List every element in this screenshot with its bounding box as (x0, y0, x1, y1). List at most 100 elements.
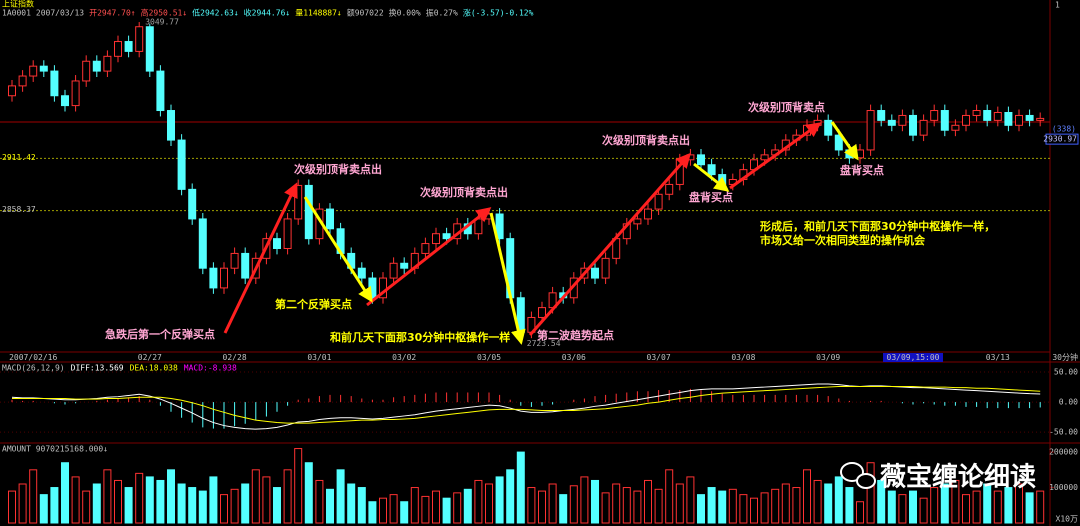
y-tick-label: -50.00 (1049, 428, 1078, 437)
volume-bar (432, 490, 440, 524)
volume-bar (601, 492, 610, 524)
candle-body (930, 110, 939, 121)
annotation: 第二波趋势起点 (537, 328, 614, 342)
candle-body (304, 184, 313, 240)
volume-bar (273, 487, 281, 524)
corner-label: 1 (1055, 1, 1060, 10)
volume-bar (622, 487, 631, 524)
x-tick-label: 03/08 (731, 353, 755, 362)
y-tick-label: 100000 (1049, 483, 1078, 492)
period-label: 30分钟 (1052, 352, 1078, 362)
legend-entry: DEA:18.038 (130, 364, 178, 373)
volume-bar (50, 487, 59, 524)
x-tick-label: 03/06 (562, 353, 586, 362)
volume-bar (654, 488, 663, 524)
candle-body (601, 257, 610, 279)
candle-body (220, 267, 228, 289)
candle-body (209, 267, 218, 289)
volume-bar (909, 490, 917, 524)
volume-bar (209, 476, 218, 524)
volume-bar (114, 479, 122, 524)
volume-bar (834, 476, 843, 524)
x-tick-label: 03/07 (647, 353, 671, 362)
unit-label: X10万 (1056, 515, 1078, 524)
plot-area: 2911.42 2858.37 2007/02/16 02/27 02/28 03/01 0… (0, 18, 1079, 524)
annotation: 盘背买点 (840, 163, 884, 177)
candle-body (294, 184, 303, 220)
volume-bar (644, 479, 652, 524)
y-tick-label: 50.00 (1054, 368, 1078, 377)
volume-bar (559, 494, 568, 524)
candle-body (654, 193, 663, 210)
candle-body (156, 70, 165, 112)
arrow (830, 121, 859, 161)
volume-bar (506, 469, 515, 524)
volume-bar (813, 479, 822, 524)
candle-body (1025, 114, 1034, 121)
volume-bar (92, 483, 101, 524)
x-tick-label: 03/02 (392, 353, 416, 362)
volume-bar (591, 479, 599, 524)
candle-body (230, 252, 239, 269)
quote-item: 低2942.63↓ (192, 8, 239, 18)
arrow (303, 196, 373, 303)
candle-body (644, 208, 652, 220)
candle-body (167, 110, 175, 141)
annotation: 第二个反弹买点 (275, 297, 352, 311)
candle-body (8, 85, 16, 97)
candle-body (188, 188, 197, 220)
candle-body (665, 183, 674, 195)
volume-bar (803, 469, 811, 524)
candle-body (993, 111, 1002, 121)
volume-bar (940, 483, 949, 524)
watermark: 薇宝缠论细读 (880, 462, 1036, 493)
volume-bar (241, 483, 250, 524)
candle-body (824, 119, 833, 136)
candle-body (1036, 117, 1045, 121)
candle-body (432, 233, 440, 245)
quote-item: 量1148887↓ (295, 9, 342, 18)
volume-bar (82, 490, 91, 524)
quote-item: 收2944.76↓ (244, 8, 291, 18)
x-tick-label: 03/09,15:00 (887, 353, 940, 362)
candle-body (283, 218, 292, 249)
volume-bar (39, 494, 48, 524)
candle-body (273, 238, 281, 249)
candle-body (18, 75, 27, 87)
y-tick-label: 200000 (1049, 448, 1078, 457)
volume-bar (453, 492, 462, 524)
quote-item: 高2950.51↓ (141, 8, 188, 18)
x-tick-label: 03/13 (986, 353, 1010, 362)
volume-bar (1004, 487, 1013, 524)
volume-bar (29, 469, 38, 524)
volume-bar (548, 483, 557, 524)
cursor-date-bg (883, 353, 943, 362)
candle-body (71, 80, 80, 107)
icon-bubble (840, 462, 864, 482)
volume-bar (771, 488, 780, 524)
candle-body (940, 110, 949, 131)
extreme-label: 2723.54 (527, 339, 561, 348)
x-tick-label: 02/28 (223, 353, 247, 362)
macd-title: MACD(26,12,9) (2, 364, 65, 373)
candle-body (39, 65, 48, 72)
candle-body (442, 233, 451, 240)
volume-bar (379, 497, 387, 524)
cursor-price: 2930.97 (1043, 135, 1077, 144)
candle-body (326, 208, 334, 230)
volume-bar (463, 488, 472, 524)
volume-bar (18, 483, 27, 524)
candle-body (591, 267, 599, 279)
volume-bar (633, 490, 642, 524)
volume-bar (283, 469, 292, 524)
volume-bar (856, 501, 864, 524)
volume-bar (612, 483, 621, 524)
volume-bar (993, 490, 1002, 524)
volume-bar (781, 483, 790, 524)
legend-entry: DIFF:13.569 (71, 364, 124, 373)
volume-bar (357, 487, 366, 524)
x-tick-label: 03/05 (477, 353, 501, 362)
candle-body (887, 119, 896, 126)
volume-bar (1025, 492, 1034, 524)
volume-bar (294, 448, 303, 524)
